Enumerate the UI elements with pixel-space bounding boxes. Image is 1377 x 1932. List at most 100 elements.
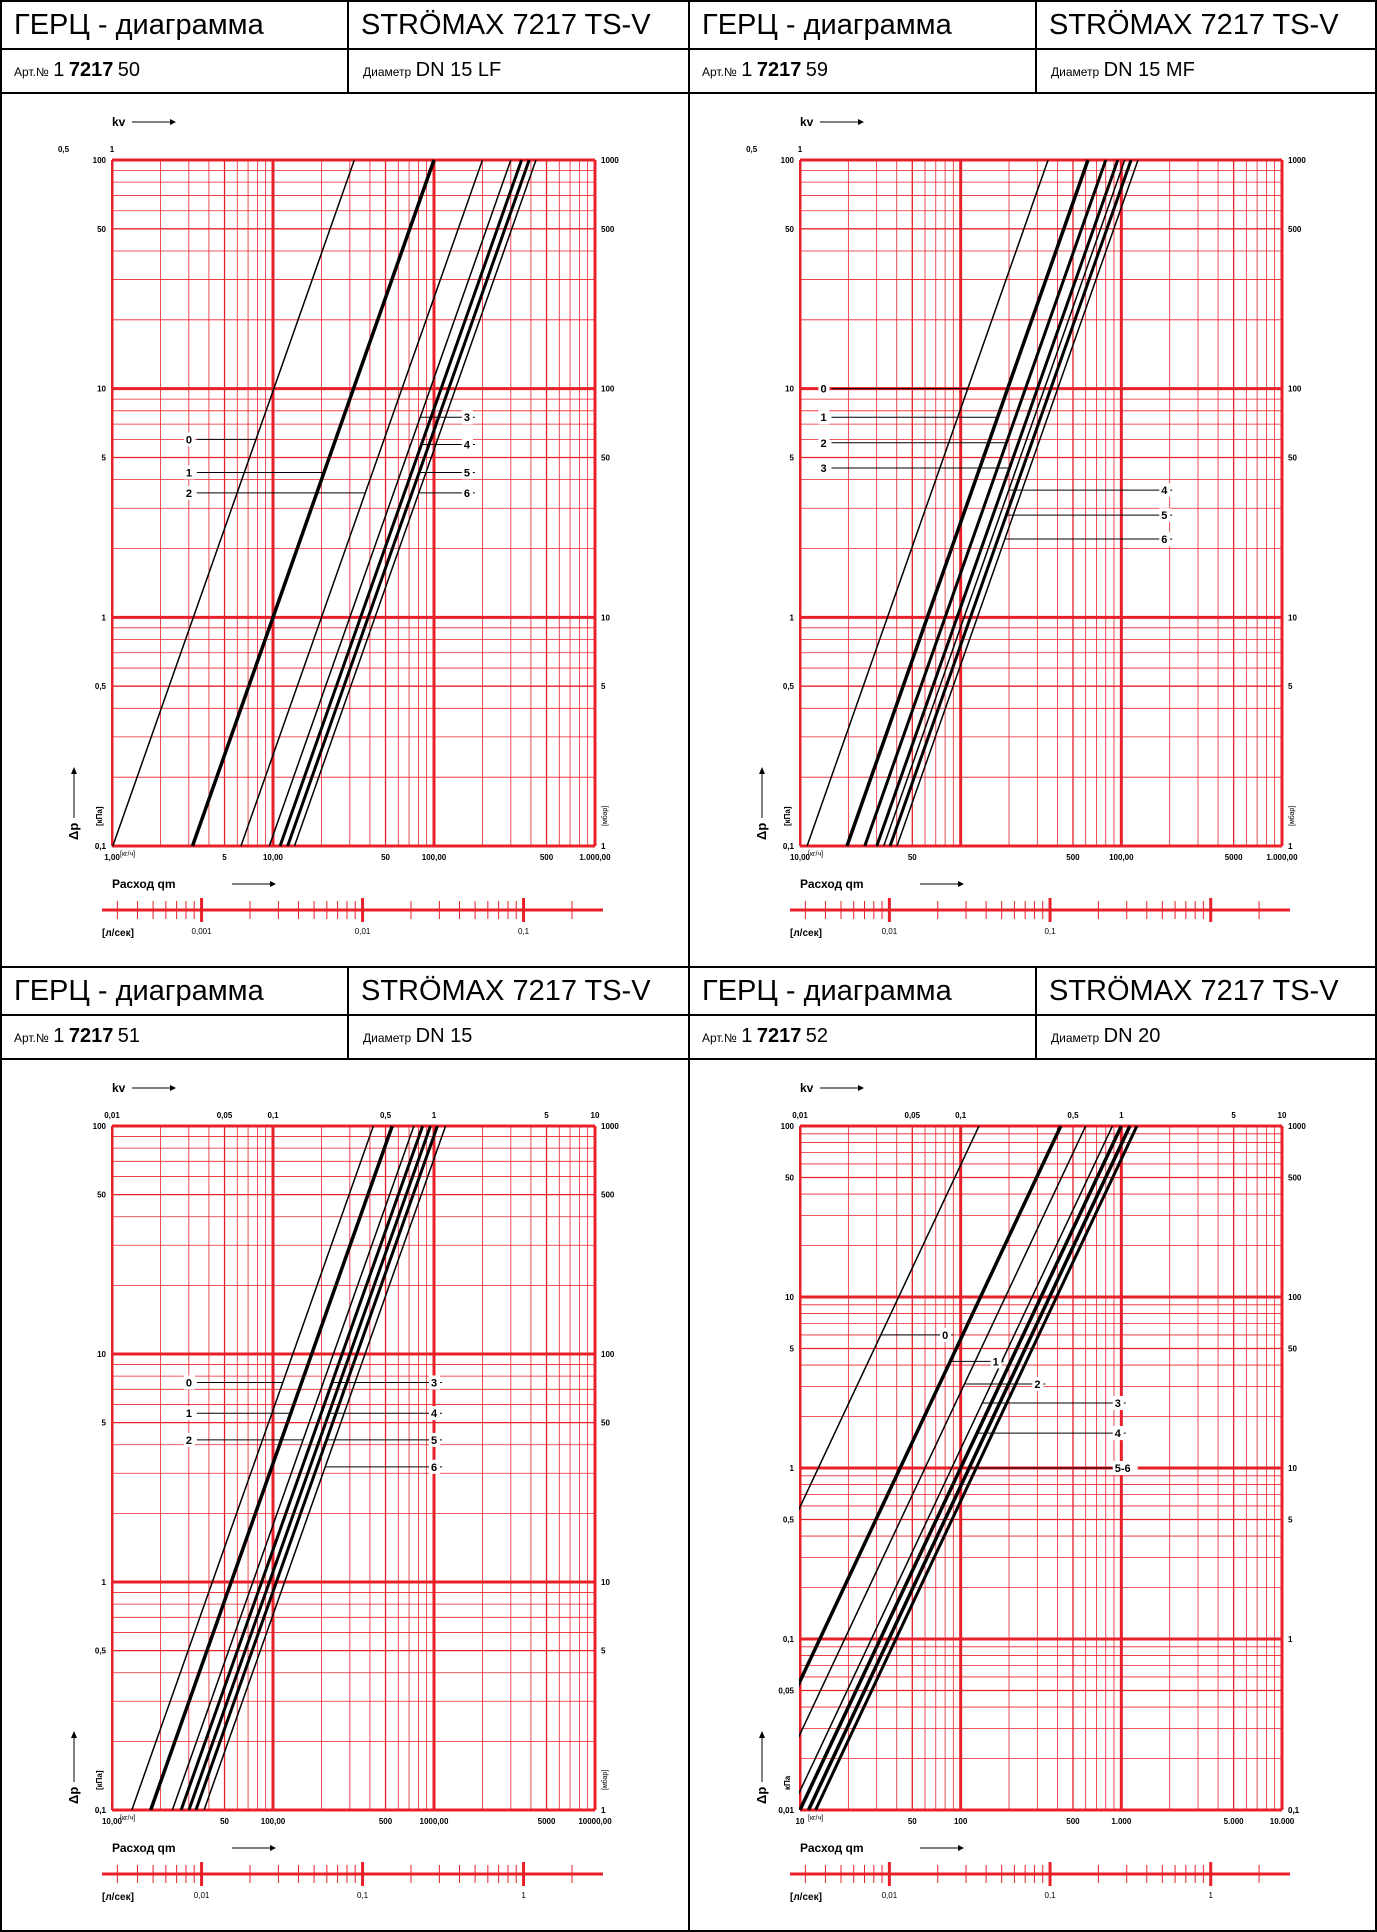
panel-title-left: ГЕРЦ - диаграмма	[690, 2, 1037, 48]
article-number: Арт.№ 1 7217 51	[2, 1014, 349, 1058]
ls-unit-label: [л/сек]	[102, 1892, 134, 1903]
y-axis-arrow-head	[71, 1731, 77, 1738]
diameter: Диаметр DN 15 LF	[349, 48, 688, 92]
panel-subheader: Арт.№ 1 7217 52 Диаметр DN 20	[690, 1014, 1375, 1060]
y-left-tick-label: 100	[93, 156, 107, 165]
panel-title-left: ГЕРЦ - диаграмма	[690, 968, 1037, 1014]
plot-mask	[690, 94, 1375, 158]
ls-tick-label: 1	[521, 1891, 526, 1900]
y-left-tick-label: 0,5	[783, 1515, 795, 1524]
series-line-2	[763, 1125, 1087, 1811]
y-left-tick-label: 1	[102, 613, 107, 622]
ls-unit-label: [л/сек]	[790, 1892, 822, 1903]
article-number: Арт.№ 1 7217 52	[690, 1014, 1037, 1058]
y-left-tick-label: 0,5	[783, 682, 795, 691]
callout-bg	[461, 437, 473, 452]
callout-label: 5	[431, 1435, 437, 1447]
x-bottom-tick-label: 10.000	[1270, 1817, 1295, 1826]
y-left-tick-label: 10	[97, 385, 106, 394]
series-line-1	[190, 159, 436, 847]
callout-label: 3	[431, 1377, 437, 1389]
pressure-flow-chart: 0,010,050,10,5151010501005001.0005.00010…	[690, 1060, 1375, 1903]
y-right-tick-label: 0,1	[1288, 1806, 1300, 1815]
callout-label: 6	[1161, 534, 1167, 546]
series-line-0	[806, 159, 1049, 847]
y-left-tick-label: 50	[785, 1173, 794, 1182]
x-bottom-tick-label: 10	[796, 1817, 805, 1826]
callout-label: 0	[820, 384, 826, 396]
callout-bg	[1112, 1461, 1138, 1475]
x-bottom-tick-label: 5.000	[1224, 1817, 1245, 1826]
x-bottom-tick-label: 5000	[1225, 853, 1243, 862]
callout-bg	[429, 1375, 440, 1390]
article-label: Арт.№	[702, 65, 737, 79]
callout-label: 5	[1161, 510, 1167, 522]
y-left-unit-label: [кПа]	[95, 806, 104, 826]
x-bottom-tick-label: 50	[908, 1817, 917, 1826]
plot-mask	[2, 1060, 688, 1124]
plot-mask	[597, 1060, 688, 1811]
x-bottom-tick-label: 10000,00	[578, 1817, 612, 1826]
y-right-tick-label: 50	[601, 454, 610, 463]
x-unit-label: [кг/ч]	[120, 851, 135, 858]
x-top-tick-label: 0,5	[746, 145, 758, 154]
ls-tick-label: 0,1	[1044, 1891, 1056, 1900]
x-bottom-tick-label: 500	[1066, 853, 1080, 862]
callout-bg	[818, 460, 830, 475]
diameter-label: Диаметр	[1051, 65, 1100, 79]
flow-axis-label: Расход qm	[800, 877, 864, 891]
y-right-tick-label: 10	[1288, 1464, 1297, 1473]
article-prefix: 1	[741, 59, 753, 81]
y-right-tick-label: 10	[601, 1578, 610, 1587]
article-prefix: 1	[741, 1025, 753, 1047]
x-bottom-tick-label: 100,00	[1109, 853, 1134, 862]
x-bottom-tick-label: 1.000,00	[579, 853, 611, 862]
y-right-tick-label: 1	[1288, 842, 1293, 851]
article-bold: 7217	[68, 1025, 114, 1047]
y-left-tick-label: 0,1	[783, 1635, 795, 1644]
series-line-4	[278, 159, 524, 847]
y-left-unit-label: [кПа]	[95, 1770, 104, 1790]
callout-label: 3	[820, 463, 826, 475]
x-unit-label: [кг/ч]	[808, 851, 823, 858]
y-left-tick-label: 0,5	[95, 1647, 107, 1656]
diagram-panel: ГЕРЦ - диаграмма STRÖMAX 7217 TS-V Арт.№…	[688, 966, 1377, 1932]
y-left-tick-label: 5	[102, 454, 107, 463]
callout-bg	[461, 485, 473, 500]
plot-mask	[2, 94, 111, 847]
panel-title-right: STRÖMAX 7217 TS-V	[1049, 975, 1339, 1007]
article-bold: 7217	[756, 59, 802, 81]
x-bottom-tick-label: 10,00	[790, 853, 811, 862]
x-top-tick-label: 5	[544, 1111, 549, 1120]
diameter-value: DN 15 LF	[415, 59, 502, 81]
flow-axis-label: Расход qm	[112, 877, 176, 891]
kv-arrow-head	[170, 1085, 176, 1091]
article-bold: 7217	[756, 1025, 802, 1047]
series-line-6	[896, 159, 1139, 847]
article-prefix: 1	[53, 1025, 65, 1047]
y-left-tick-label: 1	[790, 613, 795, 622]
series-line-1	[149, 1125, 394, 1811]
kv-axis-label: kv	[800, 115, 814, 129]
ls-tick-label: 0,01	[194, 1891, 210, 1900]
y-right-tick-label: 1	[601, 1806, 606, 1815]
x-bottom-tick-label: 50	[908, 853, 917, 862]
x-bottom-tick-label: 10,00	[102, 1817, 123, 1826]
callout-label: 2	[186, 488, 192, 500]
callout-bg	[940, 1327, 952, 1342]
y-right-tick-label: 500	[1288, 225, 1302, 234]
y-left-tick-label: 10	[785, 1293, 794, 1302]
y-right-tick-label: 5	[1288, 1515, 1293, 1524]
x-top-tick-label: 10	[1278, 1111, 1287, 1120]
y-axis-label: Δp	[754, 1787, 769, 1804]
diameter-label: Диаметр	[1051, 1031, 1100, 1045]
article-prefix: 1	[53, 59, 65, 81]
y-right-tick-label: 5	[601, 682, 606, 691]
y-left-unit-label: [кПа]	[783, 806, 792, 826]
ls-tick-label: 0,001	[192, 927, 213, 936]
series-line-2	[240, 159, 484, 847]
callout-label: 5	[464, 467, 470, 479]
diameter-label: Диаметр	[363, 65, 412, 79]
panel-header: ГЕРЦ - диаграмма STRÖMAX 7217 TS-V	[2, 968, 688, 1016]
y-left-tick-label: 10	[785, 385, 794, 394]
